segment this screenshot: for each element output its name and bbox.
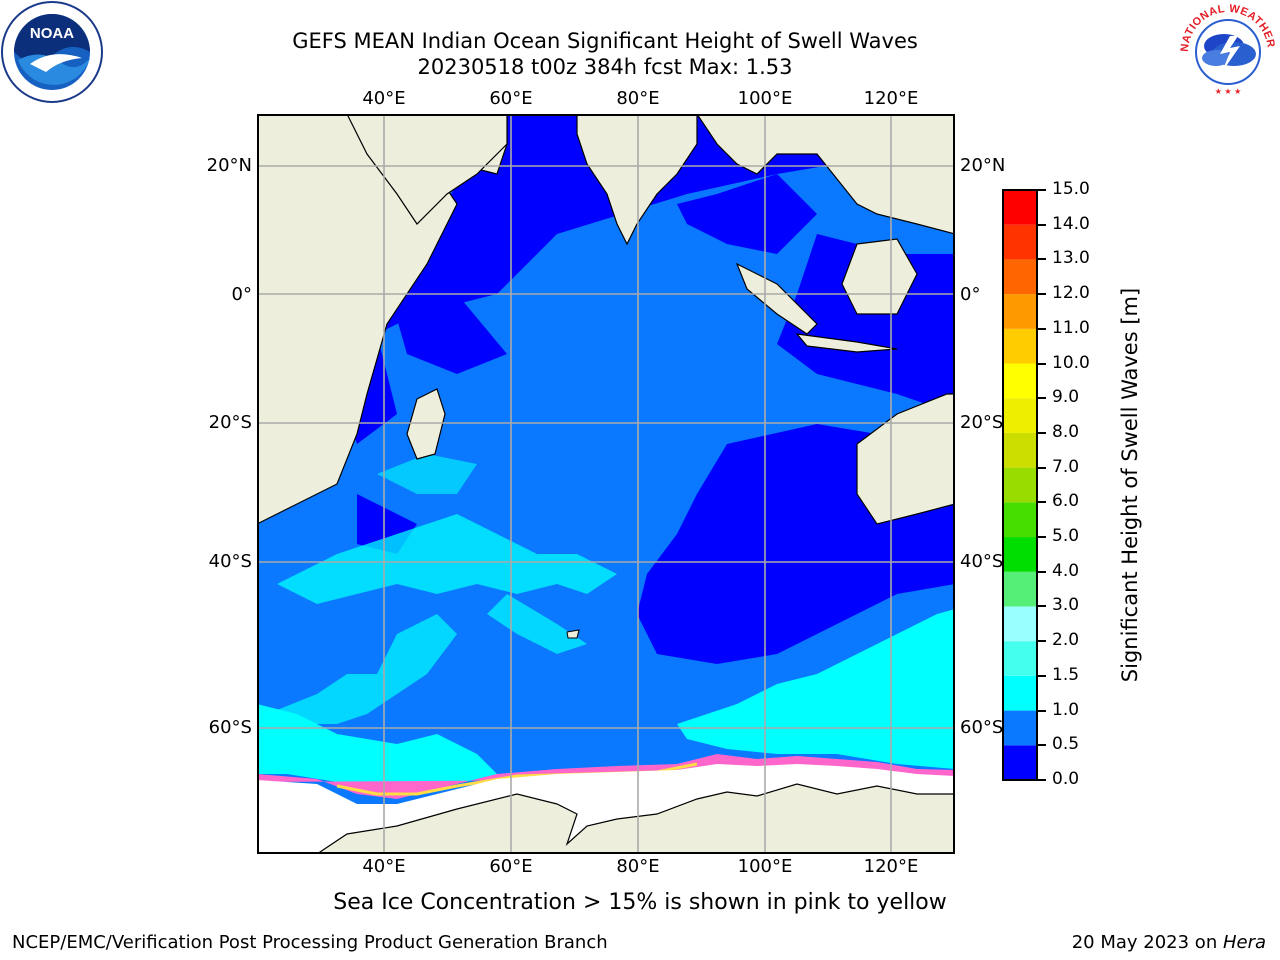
colorbar-segment xyxy=(1003,259,1037,295)
chart-title: GEFS MEAN Indian Ocean Significant Heigh… xyxy=(292,29,918,53)
colorbar-segment xyxy=(1003,710,1037,746)
colorbar-tick-mark xyxy=(1038,189,1046,191)
sumatra xyxy=(735,262,818,335)
footer-date: 20 May 2023 on Hera xyxy=(1071,932,1266,953)
colorbar-tick-label: 9.0 xyxy=(1052,387,1080,408)
colorbar-tick-mark xyxy=(1038,501,1046,504)
svg-text:NOAA: NOAA xyxy=(30,25,74,42)
colorbar-tick-label: 6.0 xyxy=(1052,491,1080,512)
footer-credit: NCEP/EMC/Verification Post Processing Pr… xyxy=(12,932,608,953)
colorbar-segment xyxy=(1003,190,1037,225)
lon-label-bottom: 60°E xyxy=(489,856,533,877)
colorbar-tick-label: 12.0 xyxy=(1052,283,1090,304)
lat-label-right: 0° xyxy=(960,284,981,305)
colorbar-tick-label: 14.0 xyxy=(1052,213,1090,234)
colorbar-tick-mark xyxy=(1038,258,1046,261)
colorbar-tick-mark xyxy=(1038,327,1046,330)
colorbar-tick-mark xyxy=(1038,570,1046,573)
colorbar-tick-label: 0.0 xyxy=(1052,769,1080,789)
colorbar-segment xyxy=(1003,502,1037,538)
map-panel xyxy=(257,114,955,854)
lat-label-left: 20°S xyxy=(208,412,252,433)
lon-label-bottom: 120°E xyxy=(863,856,919,877)
colorbar-tick-label: 5.0 xyxy=(1052,526,1080,547)
colorbar-segment xyxy=(1003,571,1037,607)
colorbar-tick-mark xyxy=(1038,397,1046,400)
colorbar-segment xyxy=(1003,675,1037,711)
lon-label-top: 100°E xyxy=(737,88,793,109)
colorbar-tick-mark xyxy=(1038,293,1046,296)
lon-label-bottom: 100°E xyxy=(737,856,793,877)
lat-label-left: 40°S xyxy=(208,551,252,572)
lon-label-top: 60°E xyxy=(489,88,533,109)
colorbar-segment xyxy=(1003,328,1037,364)
colorbar-tick-mark xyxy=(1038,744,1046,747)
colorbar-tick-mark xyxy=(1038,431,1046,434)
lon-label-top: 120°E xyxy=(863,88,919,109)
colorbar-tick-mark xyxy=(1038,640,1046,643)
svg-text:★ ★ ★: ★ ★ ★ xyxy=(1215,87,1242,96)
colorbar-tick-label: 7.0 xyxy=(1052,456,1080,477)
colorbar-segment xyxy=(1003,432,1037,468)
lat-label-left: 60°S xyxy=(208,717,252,738)
colorbar-tick-label: 2.0 xyxy=(1052,630,1080,651)
colorbar-tick-label: 11.0 xyxy=(1052,317,1090,338)
lon-label-top: 80°E xyxy=(616,88,660,109)
colorbar-segment xyxy=(1003,641,1037,676)
lon-label-top: 40°E xyxy=(362,88,406,109)
india xyxy=(576,114,698,246)
colorbar-tick-mark xyxy=(1038,223,1046,226)
lon-label-bottom: 40°E xyxy=(362,856,406,877)
colorbar-tick-mark xyxy=(1038,674,1046,677)
colorbar-tick-label: 8.0 xyxy=(1052,421,1080,442)
colorbar-segment xyxy=(1003,467,1037,503)
colorbar-frame xyxy=(1002,189,1038,781)
colorbar-tick-label: 3.0 xyxy=(1052,595,1080,616)
colorbar-segment xyxy=(1003,537,1037,572)
noaa-logo: NOAA xyxy=(1,1,103,103)
colorbar-tick-label: 10.0 xyxy=(1052,352,1090,373)
colorbar-segment xyxy=(1003,398,1037,433)
ocean-high-band xyxy=(257,454,955,789)
colorbar-tick-mark xyxy=(1038,466,1046,469)
colorbar-segment xyxy=(1003,606,1037,642)
graticule xyxy=(257,114,955,854)
madagascar xyxy=(406,388,446,460)
java xyxy=(795,333,898,353)
borneo xyxy=(841,238,918,315)
kerguelen-island xyxy=(566,629,580,639)
lat-label-right: 20°S xyxy=(960,412,1004,433)
colorbar-segment xyxy=(1003,745,1037,780)
colorbar-tick-label: 0.5 xyxy=(1052,734,1080,755)
lat-label-left: 20°N xyxy=(206,155,252,176)
colorbar-tick-mark xyxy=(1038,709,1046,712)
chart-subtitle: 20230518 t00z 384h fcst Max: 1.53 xyxy=(417,55,793,79)
lat-label-left: 0° xyxy=(231,284,252,305)
colorbar-segment xyxy=(1003,224,1037,260)
sea-ice-note: Sea Ice Concentration > 15% is shown in … xyxy=(333,890,947,915)
colorbar-segment xyxy=(1003,363,1037,399)
nws-logo: NATIONAL WEATHER SERVICE ★ ★ ★ xyxy=(1176,0,1277,100)
colorbar-tick-label: 13.0 xyxy=(1052,248,1090,269)
lat-label-right: 20°N xyxy=(960,155,1006,176)
colorbar-tick-mark xyxy=(1038,362,1046,365)
lat-label-right: 60°S xyxy=(960,717,1004,738)
colorbar xyxy=(1002,189,1038,781)
lon-label-bottom: 80°E xyxy=(616,856,660,877)
arabia xyxy=(346,114,508,225)
colorbar-tick-mark xyxy=(1038,605,1046,608)
colorbar-segment xyxy=(1003,294,1037,329)
colorbar-tick-mark xyxy=(1038,536,1046,539)
colorbar-tick-label: 1.5 xyxy=(1052,664,1080,685)
colorbar-tick-mark xyxy=(1038,779,1046,781)
antarctica-coast xyxy=(315,783,955,854)
lat-label-right: 40°S xyxy=(960,551,1004,572)
colorbar-tick-label: 15.0 xyxy=(1052,179,1090,199)
colorbar-tick-label: 1.0 xyxy=(1052,699,1080,720)
australia xyxy=(856,393,955,525)
colorbar-tick-label: 4.0 xyxy=(1052,560,1080,581)
